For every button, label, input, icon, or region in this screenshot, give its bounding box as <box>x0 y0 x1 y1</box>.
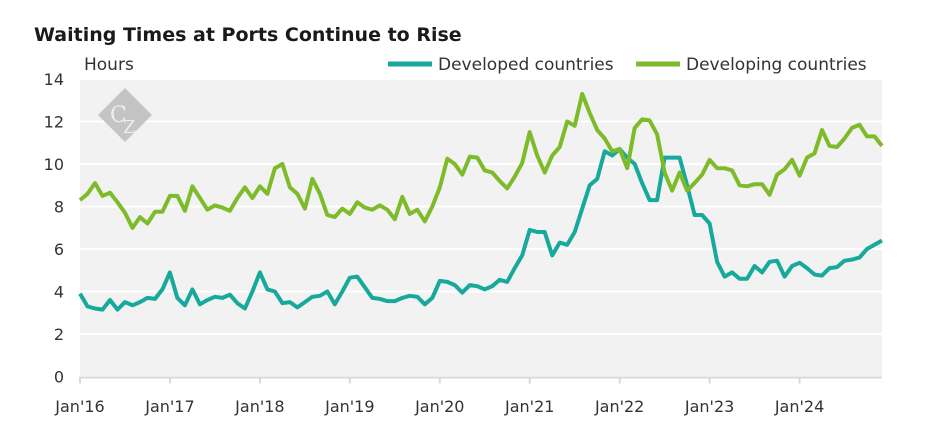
y-tick-label: 12 <box>44 113 64 132</box>
x-tick-label: Jan'18 <box>234 397 284 416</box>
x-tick-label: Jan'21 <box>504 397 554 416</box>
series-line-developing <box>78 91 884 230</box>
x-tick-label: Jan'17 <box>144 397 194 416</box>
x-axis: Jan'16 Jan'17 Jan'18 Jan'19 Jan'20 Jan'21 Jan'… <box>54 376 882 416</box>
plot-area <box>80 80 882 376</box>
series-lines <box>78 91 884 312</box>
svg-text:Z: Z <box>123 117 136 138</box>
x-tick-label: Jan'19 <box>324 397 374 416</box>
x-tick-label: Jan'22 <box>594 397 644 416</box>
y-tick-label: 14 <box>44 70 64 89</box>
x-tick-label: Jan'23 <box>684 397 734 416</box>
y-tick-label: 0 <box>54 368 64 387</box>
x-tick-label: Jan'20 <box>414 397 464 416</box>
chart-title: Waiting Times at Ports Continue to Rise <box>34 24 462 46</box>
legend-label-developing: Developing countries <box>686 55 867 75</box>
legend: Developed countries Developing countries <box>388 55 867 75</box>
y-axis: 0 2 4 6 8 10 12 14 <box>44 70 64 387</box>
y-tick-label: 10 <box>44 155 64 174</box>
x-tick-label: Jan'16 <box>54 397 104 416</box>
legend-label-developed: Developed countries <box>438 55 614 75</box>
y-axis-label: Hours <box>84 55 134 75</box>
y-tick-label: 8 <box>54 198 64 217</box>
watermark-logo: C Z <box>98 88 152 142</box>
y-tick-label: 6 <box>54 240 64 259</box>
x-tick-label: Jan'24 <box>774 397 824 416</box>
series-line-developed <box>78 147 883 312</box>
y-tick-label: 2 <box>54 325 64 344</box>
y-tick-label: 4 <box>54 283 64 302</box>
svg-text:C: C <box>110 103 127 128</box>
